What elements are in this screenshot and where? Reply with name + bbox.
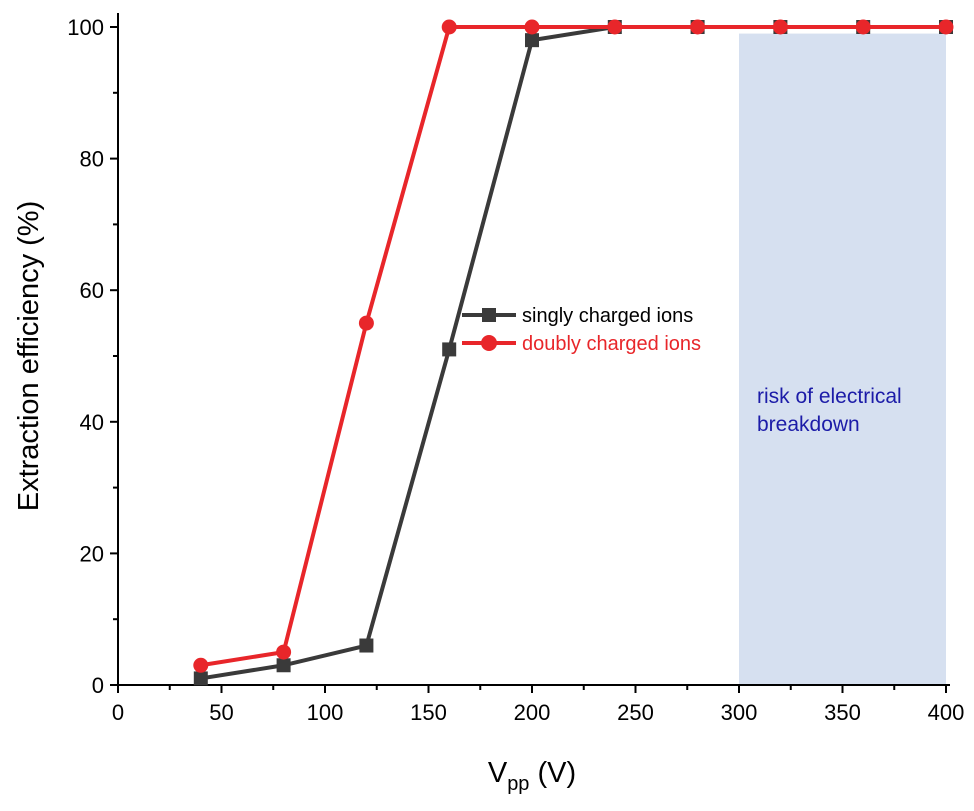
annotation-line-2: breakdown xyxy=(757,413,860,436)
data-point xyxy=(441,19,457,35)
data-point xyxy=(276,658,291,673)
data-point xyxy=(359,638,374,653)
x-axis-label: Vpp (V) xyxy=(488,757,576,795)
x-tick-label: 100 xyxy=(307,700,344,725)
y-axis-label: Extraction efficiency (%) xyxy=(13,201,45,512)
data-point xyxy=(855,19,871,35)
x-tick-label: 200 xyxy=(514,700,551,725)
legend-marker-singly xyxy=(482,308,496,322)
x-tick-label: 150 xyxy=(410,700,447,725)
series-doubly xyxy=(193,19,954,673)
y-tick-label: 0 xyxy=(92,673,104,698)
x-tick-label: 50 xyxy=(209,700,233,725)
data-point xyxy=(193,671,208,686)
data-point xyxy=(524,19,540,35)
legend: singly charged ions doubly charged ions xyxy=(462,305,701,355)
x-axis-label-main: V xyxy=(488,757,508,789)
data-point xyxy=(358,315,374,331)
shaded-region xyxy=(739,33,946,685)
data-point xyxy=(772,19,788,35)
series-layer xyxy=(193,19,954,686)
legend-marker-doubly xyxy=(481,335,497,351)
y-tick-label: 100 xyxy=(67,15,104,40)
x-tick-label: 300 xyxy=(721,700,758,725)
y-tick-label: 60 xyxy=(80,278,104,303)
x-tick-label: 400 xyxy=(928,700,965,725)
data-point xyxy=(690,19,706,35)
data-point xyxy=(525,33,539,48)
data-point xyxy=(193,657,209,673)
y-tick-label: 80 xyxy=(80,147,104,172)
annotation-line-1: risk of electrical xyxy=(757,385,902,408)
data-point xyxy=(442,342,457,357)
legend-label-doubly: doubly charged ions xyxy=(522,333,701,355)
y-tick-label: 40 xyxy=(80,410,104,435)
series-line xyxy=(200,25,946,668)
x-tick-label: 350 xyxy=(824,700,861,725)
x-tick-label: 0 xyxy=(112,700,124,725)
data-point xyxy=(607,19,623,35)
x-axis-label-unit: (V) xyxy=(529,757,576,789)
x-axis-label-sub: pp xyxy=(507,773,529,795)
data-point xyxy=(276,644,292,660)
axes: 0 20 40 60 80 100 0 50 100 150 200 250 300 350 400 xyxy=(67,13,964,725)
data-point xyxy=(938,19,954,35)
y-tick-label: 20 xyxy=(80,541,104,566)
legend-label-singly: singly charged ions xyxy=(522,305,693,327)
x-tick-label: 250 xyxy=(617,700,654,725)
